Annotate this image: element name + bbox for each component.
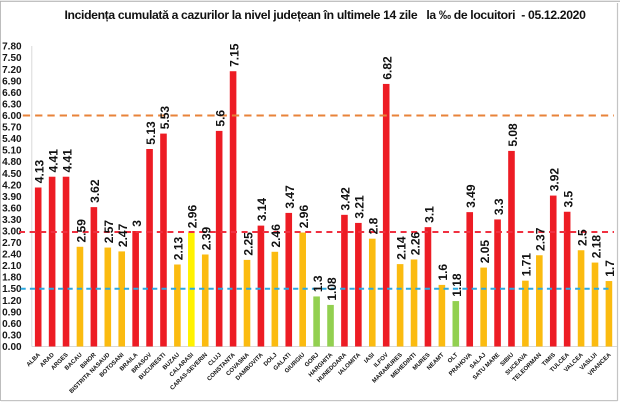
svg-text:5.10: 5.10 [2,146,22,157]
svg-text:6.90: 6.90 [2,76,22,87]
svg-text:0.90: 0.90 [2,307,22,318]
svg-text:1.18: 1.18 [450,273,464,297]
svg-text:3.60: 3.60 [2,203,22,214]
svg-text:6.60: 6.60 [2,88,22,99]
svg-text:4.80: 4.80 [2,157,22,168]
svg-text:5.13: 5.13 [144,121,158,145]
svg-text:4.20: 4.20 [2,180,22,191]
svg-text:4.13: 4.13 [33,160,47,184]
svg-text:2.46: 2.46 [269,224,283,248]
svg-text:2.40: 2.40 [2,250,22,261]
svg-text:3.30: 3.30 [2,215,22,226]
svg-text:1.7: 1.7 [603,260,617,277]
svg-text:3.14: 3.14 [255,198,269,222]
svg-text:3.5: 3.5 [561,190,575,207]
svg-text:3.1: 3.1 [422,206,436,223]
svg-text:5.53: 5.53 [158,106,172,130]
svg-text:5.08: 5.08 [506,123,520,147]
svg-text:1.20: 1.20 [2,296,22,307]
svg-text:4.41: 4.41 [60,149,74,173]
svg-text:7.80: 7.80 [2,42,22,53]
svg-text:1.71: 1.71 [520,253,534,277]
svg-text:3.90: 3.90 [2,192,22,203]
svg-text:2.96: 2.96 [297,205,311,229]
svg-text:5.70: 5.70 [2,123,22,134]
svg-text:1.50: 1.50 [2,284,22,295]
svg-text:2.25: 2.25 [241,232,255,256]
svg-text:2.47: 2.47 [116,223,130,247]
svg-text:3.21: 3.21 [353,195,367,219]
svg-text:2.37: 2.37 [534,227,548,251]
svg-text:2.39: 2.39 [200,227,214,251]
svg-text:2.14: 2.14 [394,236,408,260]
svg-text:1.08: 1.08 [325,277,339,301]
svg-text:4.41: 4.41 [46,149,60,173]
svg-text:2.26: 2.26 [408,232,422,256]
svg-text:2.8: 2.8 [367,217,381,234]
svg-text:1.3: 1.3 [311,275,325,292]
svg-text:3.62: 3.62 [88,179,102,203]
svg-text:3.47: 3.47 [283,185,297,209]
svg-text:3.3: 3.3 [492,198,506,215]
svg-text:2.70: 2.70 [2,238,22,249]
svg-text:Incidența cumulată a cazurilor: Incidența cumulată a cazurilor la nivel … [64,8,586,22]
svg-text:2.13: 2.13 [172,237,186,261]
svg-text:5.40: 5.40 [2,134,22,145]
svg-text:0.30: 0.30 [2,330,22,341]
svg-text:6.82: 6.82 [381,56,395,80]
svg-text:3.92: 3.92 [548,168,562,192]
svg-text:1.80: 1.80 [2,273,22,284]
svg-text:2.5: 2.5 [575,229,589,246]
svg-text:3.42: 3.42 [339,187,353,211]
svg-text:3.00: 3.00 [2,227,22,238]
svg-text:5.6: 5.6 [213,110,227,127]
svg-text:4.50: 4.50 [2,169,22,180]
svg-text:3: 3 [130,220,144,227]
svg-text:2.05: 2.05 [478,240,492,264]
svg-text:7.20: 7.20 [2,65,22,76]
svg-text:2.96: 2.96 [186,205,200,229]
svg-text:3.49: 3.49 [464,184,478,208]
svg-text:7.50: 7.50 [2,53,22,64]
svg-text:2.59: 2.59 [74,219,88,243]
svg-text:2.10: 2.10 [2,261,22,272]
svg-text:6.00: 6.00 [2,111,22,122]
svg-text:0.00: 0.00 [2,342,22,353]
svg-text:2.57: 2.57 [102,220,116,244]
svg-text:2.18: 2.18 [589,235,603,259]
svg-text:1.6: 1.6 [436,264,450,281]
svg-text:7.15: 7.15 [227,43,241,67]
svg-text:0.60: 0.60 [2,319,22,330]
svg-text:6.30: 6.30 [2,100,22,111]
